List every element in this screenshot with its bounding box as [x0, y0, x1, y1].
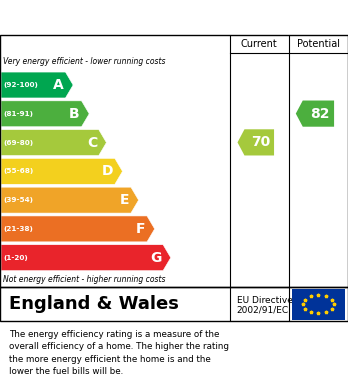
Text: (69-80): (69-80) [4, 140, 34, 145]
Polygon shape [1, 72, 73, 98]
Polygon shape [1, 245, 171, 271]
Text: 2002/91/EC: 2002/91/EC [237, 306, 289, 315]
Text: B: B [69, 107, 80, 121]
Text: E: E [120, 193, 129, 207]
Text: D: D [102, 164, 113, 178]
Text: EU Directive: EU Directive [237, 296, 293, 305]
Polygon shape [1, 187, 139, 213]
Polygon shape [237, 129, 274, 156]
Text: G: G [150, 251, 161, 265]
Text: (39-54): (39-54) [4, 197, 34, 203]
Text: (81-91): (81-91) [4, 111, 34, 117]
Text: Not energy efficient - higher running costs: Not energy efficient - higher running co… [3, 275, 165, 284]
Polygon shape [1, 158, 122, 184]
Text: Very energy efficient - lower running costs: Very energy efficient - lower running co… [3, 57, 165, 66]
Text: (55-68): (55-68) [4, 169, 34, 174]
Text: England & Wales: England & Wales [9, 295, 179, 313]
Text: Energy Efficiency Rating: Energy Efficiency Rating [10, 9, 239, 27]
Polygon shape [1, 129, 106, 156]
Text: F: F [136, 222, 145, 236]
Text: C: C [87, 136, 97, 150]
Text: 70: 70 [251, 135, 271, 149]
Text: (1-20): (1-20) [4, 255, 29, 261]
Polygon shape [296, 100, 334, 127]
Text: (21-38): (21-38) [4, 226, 34, 232]
Text: The energy efficiency rating is a measure of the
overall efficiency of a home. T: The energy efficiency rating is a measur… [9, 330, 229, 376]
Polygon shape [1, 101, 89, 127]
Text: A: A [53, 78, 64, 92]
Text: (92-100): (92-100) [4, 82, 39, 88]
Text: Potential: Potential [297, 39, 340, 49]
Bar [292, 289, 345, 320]
Polygon shape [1, 216, 155, 242]
Text: Current: Current [241, 39, 278, 49]
Text: 82: 82 [310, 107, 330, 120]
